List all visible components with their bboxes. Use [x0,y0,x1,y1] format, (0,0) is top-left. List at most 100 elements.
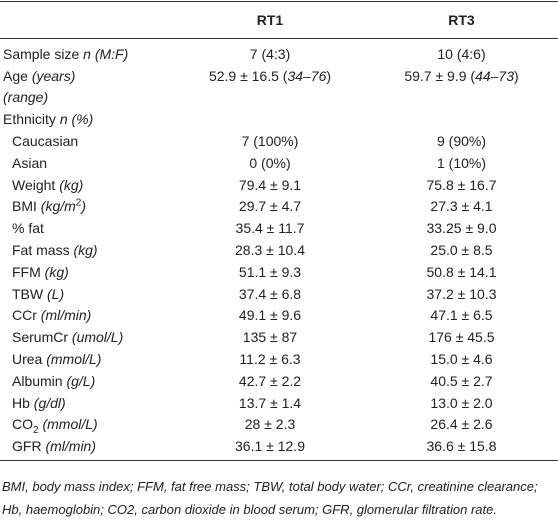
row-label: Asian [0,152,175,174]
row-label: % fat [0,217,175,239]
cell: 15.0 ± 4.6 [430,351,493,368]
row-label: Weight (kg) [0,174,175,196]
cell: 37.2 ± 10.3 [426,285,497,302]
text-segment: Hb [12,394,34,411]
cell: 135 ± 87 [242,329,298,346]
table-row: Ethnicity n (%) [0,108,558,130]
cell [365,108,558,130]
cell: 13.0 ± 2.0 [430,394,493,411]
cell [175,108,365,130]
row-label: Fat mass (kg) [0,239,175,261]
text-segment: GFR [12,438,46,455]
table-row: Caucasian 7 (100%) 9 (90%) [0,130,558,152]
text-segment: FFM [12,263,45,280]
cell: 7 (100%) [241,133,299,150]
cell: 37.4 ± 6.8 [238,285,302,302]
table-row: Sample size n (M:F) 7 (4:3) 10 (4:6) [0,39,558,65]
text-segment: Urea [12,351,47,368]
text-segment: TBW [12,285,47,302]
row-label: GFR (ml/min) [0,435,175,460]
cell: 9 (90%) [436,133,487,150]
row-label: BMI (kg/m2) [0,196,175,218]
cell: 1 (10%) [436,154,487,171]
text-segment: 44–73 [475,67,514,84]
cell: 33.25 ± 9.0 [426,220,497,237]
text-segment: 2 [33,425,39,437]
table-row: FFM (kg) 51.1 ± 9.3 50.8 ± 14.1 [0,261,558,283]
text-segment: Age [3,67,32,84]
text-segment: (kg) [59,176,84,193]
text-segment: (kg) [44,263,69,280]
text-segment: SerumCr [12,329,72,346]
header-empty [0,2,175,39]
text-segment: (years) [31,67,76,84]
text-segment: Albumin [12,372,67,389]
table-header: RT1 RT3 [0,1,558,39]
cell: 29.7 ± 4.7 [238,198,302,215]
row-label: TBW (L) [0,283,175,305]
text-segment: (umol/L) [71,329,124,346]
text-segment: 2 [75,197,82,209]
text-segment: (mmol/L) [42,416,98,433]
text-segment: 59.7 ± 9.9 ( [404,67,476,84]
table-row: Fat mass (kg) 28.3 ± 10.4 25.0 ± 8.5 [0,239,558,261]
cell: 11.2 ± 6.3 [239,351,301,368]
text-segment: (mmol/L) [46,351,102,368]
cell: 36.6 ± 15.8 [426,438,497,455]
text-segment: (ml/min) [45,438,96,455]
column-header: RT3 [448,12,475,28]
text-segment: Caucasian [12,133,79,150]
table-row: Urea (mmol/L) 11.2 ± 6.3 15.0 ± 4.6 [0,348,558,370]
table-row: Albumin (g/L) 42.7 ± 2.2 40.5 ± 2.7 [0,370,558,392]
text-segment: ) [514,67,519,84]
table-row: BMI (kg/m2) 29.7 ± 4.7 27.3 ± 4.1 [0,196,558,218]
cell: 0 (0%) [249,154,291,171]
text-segment: Ethnicity [3,111,60,128]
row-label: CO2 (mmol/L) [0,414,175,437]
text-segment: (kg) [73,242,98,259]
row-label: Hb (g/dl) [0,392,175,414]
table-row: CO2 (mmol/L) 28 ± 2.3 26.4 ± 2.6 [0,414,558,437]
text-segment: ) [326,67,332,84]
row-label: Caucasian [0,130,175,152]
text-segment: (kg/m [40,198,76,215]
cell: 75.8 ± 16.7 [426,176,497,193]
cell: 36.1 ± 12.9 [235,438,305,455]
row-label: Urea (mmol/L) [0,348,175,370]
footnote: BMI, body mass index; FFM, fat free mass… [2,479,538,518]
table-row: Hb (g/dl) 13.7 ± 1.4 13.0 ± 2.0 [0,392,558,414]
table-row: Age (years) 52.9 ± 16.5 (34–76) 59.7 ± 9.9… [0,65,558,87]
row-label: FFM (kg) [0,261,175,283]
text-segment: n (%) [59,111,94,128]
cell: 28 ± 2.3 [244,416,296,433]
text-segment: Fat mass [12,242,74,259]
table-body: Sample size n (M:F) 7 (4:3) 10 (4:6) Age (y… [0,39,558,461]
cell: 52.9 ± 16.5 (34–76) [175,65,365,87]
cell: 26.4 ± 2.6 [430,416,493,433]
row-label: CCr (ml/min) [0,305,175,327]
table-row: (range) [0,87,558,109]
text-segment: CO [12,416,33,433]
text-segment: % fat [12,220,44,237]
text-segment: (g/dl) [33,394,66,411]
cell: 28.3 ± 10.4 [235,242,305,259]
row-label: Age (years) [0,65,175,87]
cell: 176 ± 45.5 [428,329,495,346]
cell: 10 (4:6) [437,45,486,62]
text-segment: CCr [12,307,41,324]
table-row: TBW (L) 37.4 ± 6.8 37.2 ± 10.3 [0,283,558,305]
cell: 7 (4:3) [249,45,291,62]
text-segment: Asian [12,154,48,171]
text-segment: (ml/min) [40,307,92,324]
cell: 42.7 ± 2.2 [238,372,302,389]
text-segment: (g/L) [66,372,96,389]
cell [365,87,558,109]
cell: 51.1 ± 9.3 [238,263,302,280]
table-row: % fat 35.4 ± 11.7 33.25 ± 9.0 [0,217,558,239]
text-segment: Sample size [3,45,84,62]
row-label: Albumin (g/L) [0,370,175,392]
cell: 50.8 ± 14.1 [426,263,497,280]
table-row: SerumCr (umol/L) 135 ± 87 176 ± 45.5 [0,326,558,348]
table-row: Weight (kg) 79.4 ± 9.1 75.8 ± 16.7 [0,174,558,196]
